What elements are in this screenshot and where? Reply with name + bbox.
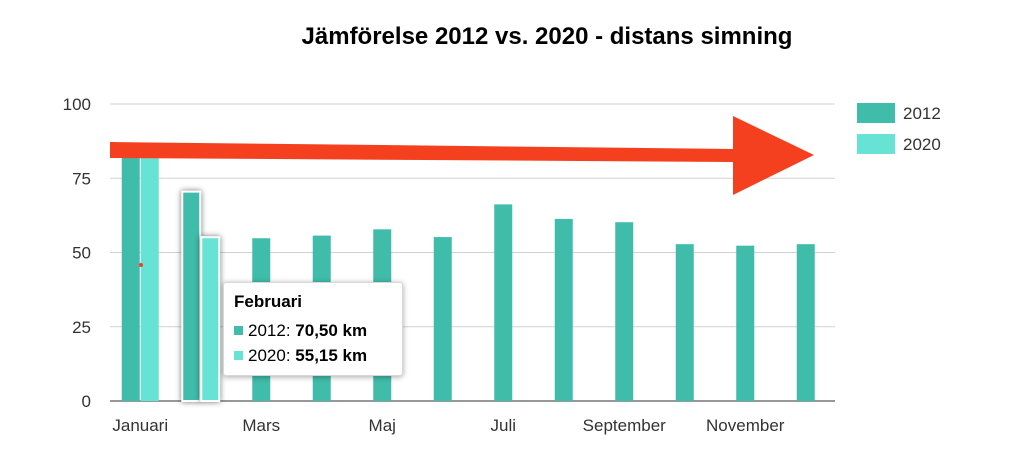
x-tick-label: Mars <box>242 416 280 435</box>
tooltip-row-value: 70,50 km <box>295 321 368 340</box>
x-tick-label: September <box>583 416 666 435</box>
trend-arrow <box>110 116 814 195</box>
tooltip-row-label: 2020: <box>248 346 291 365</box>
bar-2012-juli[interactable] <box>494 204 513 401</box>
series-2020-swatch-icon <box>234 351 243 360</box>
y-tick-label: 0 <box>82 392 91 411</box>
legend-swatch-2020 <box>857 134 895 154</box>
bar-2012-december[interactable] <box>796 244 815 401</box>
tooltip-row-2020: 2020: 55,15 km <box>234 343 392 368</box>
legend-label-2012[interactable]: 2012 <box>903 104 941 123</box>
tooltip-row-label: 2012: <box>248 321 291 340</box>
x-tick-label: Maj <box>369 416 396 435</box>
legend-label-2020[interactable]: 2020 <box>903 135 941 154</box>
tooltip: Februari 2012: 70,50 km 2020: 55,15 km <box>223 282 403 376</box>
chart-title: Jämförelse 2012 vs. 2020 - distans simni… <box>302 23 793 50</box>
tooltip-row-2012: 2012: 70,50 km <box>234 318 392 343</box>
bar-2012-januari[interactable] <box>121 154 140 401</box>
arrow-shape <box>110 116 814 195</box>
bar-2012-november[interactable] <box>736 245 755 401</box>
y-tick-label: 25 <box>72 318 91 337</box>
bar-2012-augusti[interactable] <box>554 218 573 401</box>
y-axis: 0 25 50 75 100 <box>63 95 91 411</box>
bar-2012-februari[interactable] <box>181 190 202 402</box>
bar-2020-januari[interactable] <box>140 154 159 401</box>
tooltip-title: Februari <box>234 292 303 311</box>
bar-2012-september[interactable] <box>615 222 634 401</box>
marker-dot <box>139 263 143 267</box>
y-tick-label: 50 <box>72 244 91 263</box>
x-axis: Januari Mars Maj Juli September November <box>112 416 784 435</box>
x-tick-label: November <box>706 416 785 435</box>
y-tick-label: 75 <box>72 169 91 188</box>
x-tick-label: Januari <box>112 416 168 435</box>
tooltip-row-value: 55,15 km <box>295 346 368 365</box>
bar-2012-oktober[interactable] <box>675 244 694 401</box>
x-tick-label: Juli <box>490 416 516 435</box>
y-tick-label: 100 <box>63 95 91 114</box>
bar-2012-juni[interactable] <box>433 237 452 401</box>
legend: 2012 2020 <box>857 103 941 154</box>
legend-swatch-2012 <box>857 103 895 123</box>
bar-2020-februari[interactable] <box>200 236 221 402</box>
series-2012-swatch-icon <box>234 326 243 335</box>
